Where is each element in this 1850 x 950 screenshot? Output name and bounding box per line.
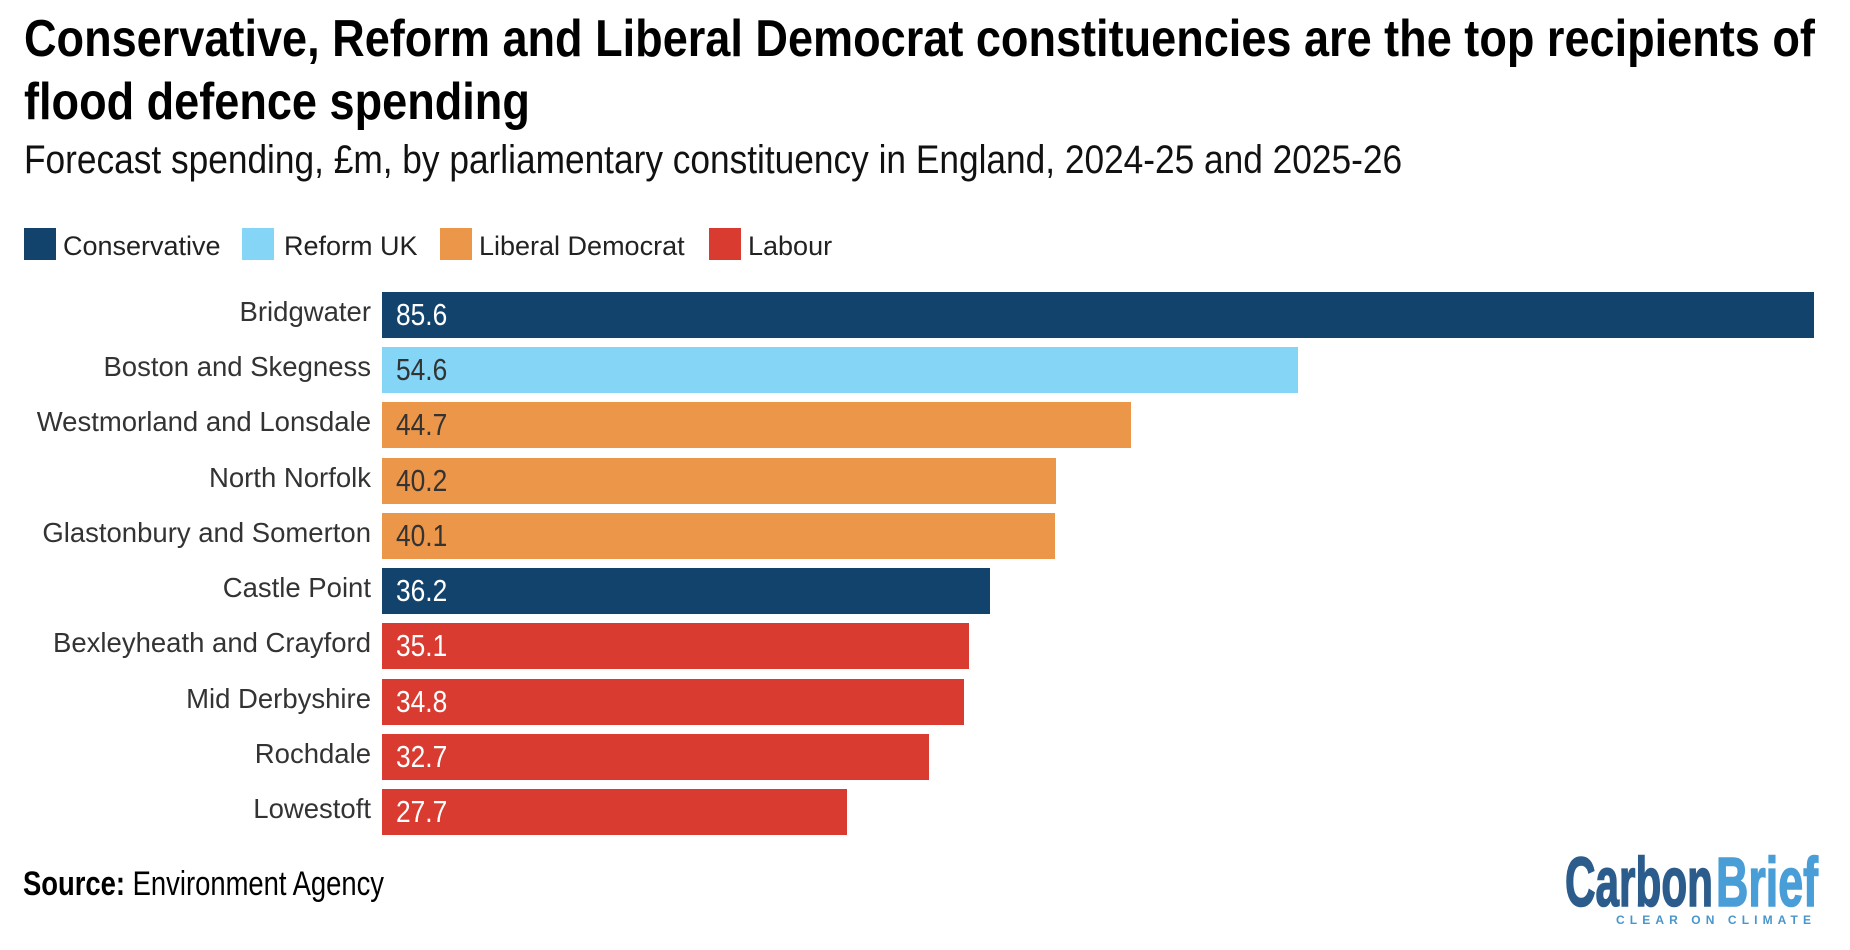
svg-text:Brief: Brief [1716, 850, 1818, 921]
svg-text:Carbon: Carbon [1565, 850, 1713, 921]
svg-text:CLEAR ON CLIMATE: CLEAR ON CLIMATE [1616, 913, 1811, 927]
